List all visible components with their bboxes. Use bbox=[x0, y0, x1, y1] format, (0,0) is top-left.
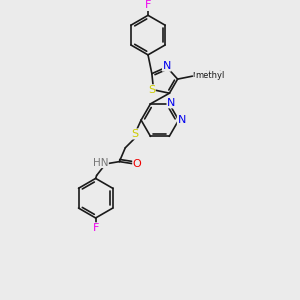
Text: N: N bbox=[177, 115, 186, 125]
Text: N: N bbox=[163, 61, 171, 71]
Text: F: F bbox=[92, 223, 99, 233]
Text: F: F bbox=[145, 0, 151, 11]
Text: methyl: methyl bbox=[195, 71, 225, 80]
Text: HN: HN bbox=[93, 158, 108, 168]
Text: O: O bbox=[133, 159, 142, 169]
Text: S: S bbox=[148, 85, 155, 95]
Text: S: S bbox=[132, 129, 139, 139]
Text: methyl: methyl bbox=[192, 70, 222, 79]
Text: N: N bbox=[167, 98, 176, 108]
